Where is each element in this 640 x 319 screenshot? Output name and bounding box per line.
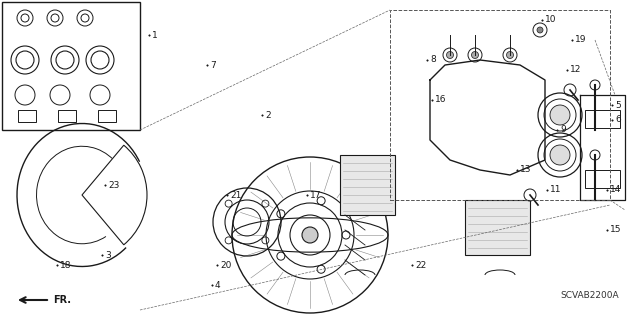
Text: 18: 18 [60, 261, 72, 270]
Text: 19: 19 [575, 35, 586, 44]
Circle shape [537, 27, 543, 33]
Text: 21: 21 [230, 190, 241, 199]
Text: 12: 12 [570, 65, 581, 75]
Text: 8: 8 [430, 56, 436, 64]
Text: 7: 7 [210, 61, 216, 70]
Circle shape [447, 51, 454, 58]
Text: 15: 15 [610, 226, 621, 234]
Bar [58, 110, 76, 122]
Bar [18, 110, 36, 122]
Text: 14: 14 [610, 186, 621, 195]
Text: 3: 3 [105, 250, 111, 259]
Bar [98, 110, 116, 122]
Circle shape [472, 51, 479, 58]
Bar [585, 170, 620, 188]
Wedge shape [82, 145, 147, 245]
Text: 20: 20 [220, 261, 232, 270]
Polygon shape [340, 155, 395, 215]
Bar [390, 10, 610, 200]
Circle shape [302, 227, 318, 243]
Text: 23: 23 [108, 181, 120, 189]
Bar [585, 110, 620, 128]
Circle shape [550, 105, 570, 125]
Text: 16: 16 [435, 95, 447, 105]
Circle shape [550, 145, 570, 165]
Text: SCVAB2200A: SCVAB2200A [560, 291, 619, 300]
Text: 9: 9 [560, 125, 566, 135]
Text: FR.: FR. [53, 295, 71, 305]
Circle shape [506, 51, 513, 58]
Text: 2: 2 [265, 110, 271, 120]
Text: 17: 17 [310, 190, 321, 199]
Text: 22: 22 [415, 261, 426, 270]
Bar [2, 2, 140, 130]
Text: 6: 6 [615, 115, 621, 124]
Text: 13: 13 [520, 166, 531, 174]
Text: 4: 4 [215, 280, 221, 290]
Polygon shape [465, 200, 530, 255]
Text: 1: 1 [152, 31, 157, 40]
Text: 10: 10 [545, 16, 557, 25]
Text: 11: 11 [550, 186, 561, 195]
Text: 5: 5 [615, 100, 621, 109]
